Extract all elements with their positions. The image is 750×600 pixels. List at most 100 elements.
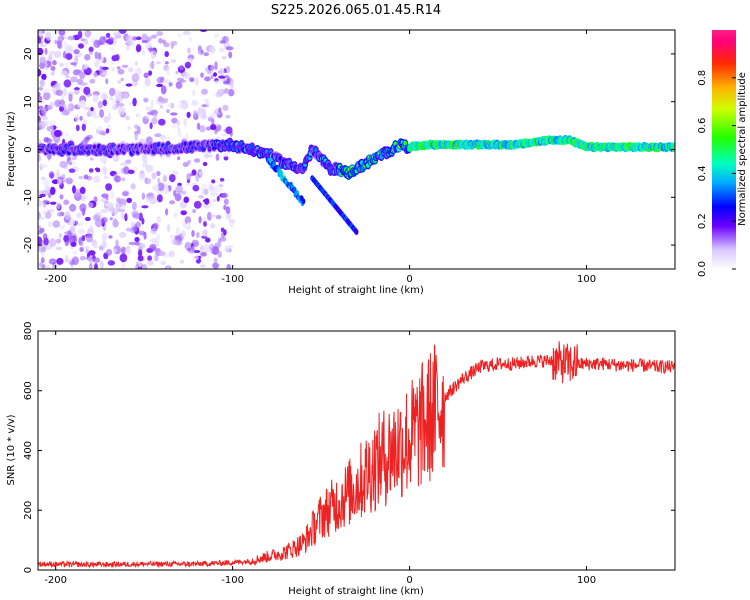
spectrogram-cell bbox=[38, 106, 42, 111]
spectrogram-cell bbox=[159, 104, 164, 109]
spectrogram-cell bbox=[125, 115, 131, 121]
spectrogram-cell bbox=[221, 192, 229, 199]
spectrogram-cell bbox=[74, 188, 82, 198]
y-tick-label: -10 bbox=[23, 189, 34, 205]
spectrogram-cell bbox=[135, 44, 142, 53]
spectrogram-cell bbox=[197, 106, 203, 115]
spectrogram-cell bbox=[171, 117, 178, 124]
spectrogram-cell bbox=[130, 221, 136, 227]
spectrogram-cell bbox=[74, 55, 79, 65]
spectrogram-cell bbox=[84, 30, 92, 38]
spectrogram-cell bbox=[173, 212, 178, 218]
spectrogram-cell bbox=[125, 227, 133, 232]
spectrogram-cell bbox=[65, 75, 71, 79]
spectrogram-cell bbox=[218, 107, 222, 113]
spectrogram-cell bbox=[47, 220, 53, 228]
spectrogram-cell bbox=[147, 47, 156, 51]
spectrogram-cell bbox=[41, 107, 48, 115]
spectrogram-cell bbox=[225, 114, 231, 119]
spectrogram-cell bbox=[218, 75, 226, 79]
spectrogram-cell bbox=[250, 143, 255, 149]
spectrogram-cell bbox=[143, 72, 149, 79]
spectrogram-cell bbox=[142, 158, 148, 166]
spectrogram-cell bbox=[77, 229, 86, 235]
spectrogram-cell bbox=[227, 88, 235, 97]
spectrogram-cell bbox=[145, 164, 154, 173]
spectrogram-cell bbox=[170, 43, 174, 50]
spectrogram-cell bbox=[89, 157, 94, 161]
spectrogram-cell bbox=[92, 214, 101, 222]
spectrogram-cell bbox=[301, 198, 306, 205]
spectrogram-cell bbox=[178, 103, 184, 109]
spectrogram-cell bbox=[150, 49, 157, 59]
spectrogram-cell bbox=[84, 53, 91, 61]
spectrogram-cell bbox=[108, 96, 114, 101]
spectrogram-cell bbox=[42, 115, 49, 121]
spectrogram-cell bbox=[128, 241, 137, 246]
spectrogram-cell bbox=[41, 73, 47, 81]
spectrogram-cell bbox=[138, 242, 146, 249]
spectrogram-cell bbox=[95, 168, 101, 173]
spectrogram-cell bbox=[211, 179, 216, 184]
spectrogram-cell bbox=[161, 97, 169, 104]
spectrogram-cell bbox=[186, 221, 191, 230]
spectrogram-cell bbox=[202, 161, 208, 167]
spectrogram-cell bbox=[42, 209, 47, 215]
spectrogram-cell bbox=[69, 203, 77, 212]
spectrogram-cell bbox=[102, 99, 108, 107]
spectrogram-cell bbox=[183, 118, 187, 127]
spectrogram-cell bbox=[175, 226, 180, 236]
spectrogram-cell bbox=[199, 244, 204, 253]
spectrogram-cell bbox=[147, 260, 154, 266]
spectrogram-cell bbox=[54, 39, 58, 45]
spectrogram-cell bbox=[292, 186, 297, 193]
spectrogram-cell bbox=[56, 202, 61, 210]
spectrogram-cell bbox=[226, 264, 232, 269]
spectrogram-cell bbox=[68, 93, 73, 102]
spectrogram-cell bbox=[117, 208, 126, 213]
spectrogram-cell bbox=[68, 168, 76, 173]
spectrogram-cell bbox=[63, 199, 70, 205]
spectrogram-cell bbox=[183, 196, 190, 204]
spectrogram-cell bbox=[64, 211, 71, 220]
spectrogram-cell bbox=[198, 170, 203, 176]
spectrogram-cell bbox=[175, 81, 183, 90]
spectrogram-cell bbox=[38, 30, 43, 37]
spectrogram-cell bbox=[156, 215, 162, 223]
figure-title: S225.2026.065.01.45.R14 bbox=[271, 3, 441, 18]
spectrogram-cell bbox=[160, 260, 167, 266]
spectrogram-cell bbox=[122, 92, 129, 98]
spectrogram-cell bbox=[137, 255, 144, 262]
spectrogram-cell bbox=[141, 40, 149, 44]
spectrogram-cell bbox=[79, 115, 83, 121]
spectrogram-cell bbox=[52, 60, 57, 66]
spectrogram-cell bbox=[45, 105, 52, 111]
colorbar-ticks: 0.0 0.2 0.4 0.6 0.8 bbox=[697, 70, 736, 277]
spectrogram-cell bbox=[38, 95, 43, 102]
spectrogram-cell bbox=[111, 55, 118, 62]
spectrogram-cell bbox=[225, 65, 231, 74]
spectrogram-x-label: Height of straight line (km) bbox=[288, 285, 424, 296]
spectrogram-cell bbox=[98, 130, 105, 136]
spectrogram-cell bbox=[126, 35, 133, 44]
spectrogram-cell bbox=[191, 230, 195, 237]
spectrogram-cell bbox=[132, 97, 137, 107]
spectrogram-cell bbox=[72, 185, 76, 194]
spectrogram-cell bbox=[156, 31, 164, 37]
spectrogram-cell bbox=[79, 71, 86, 80]
spectrogram-cell bbox=[193, 200, 202, 209]
spectrogram-cell bbox=[152, 222, 159, 229]
snr-panel: -200 -100 0 100 0 200 400 600 800 Height of stra… bbox=[6, 321, 676, 597]
spectrogram-cell bbox=[119, 253, 128, 263]
spectrogram-cell bbox=[84, 216, 91, 222]
spectrogram-cell bbox=[166, 224, 171, 232]
spectrogram-cell bbox=[197, 49, 205, 56]
spectrogram-cell bbox=[212, 262, 219, 269]
spectrogram-cell bbox=[75, 124, 80, 132]
spectrogram-cell bbox=[175, 71, 179, 75]
spectrogram-cell bbox=[203, 221, 207, 227]
spectrogram-cell bbox=[194, 76, 199, 86]
spectrogram-cell bbox=[141, 205, 149, 209]
spectrogram-cell bbox=[121, 177, 126, 182]
spectrogram-cell bbox=[79, 82, 88, 86]
